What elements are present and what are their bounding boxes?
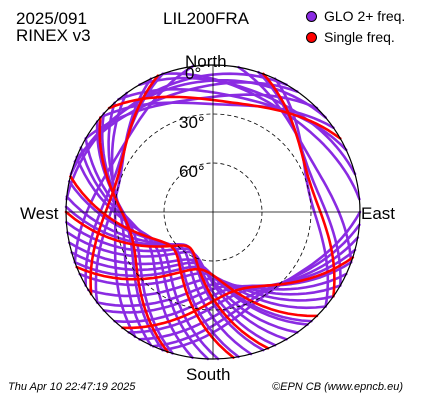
elevation-label-0: 0° (185, 64, 201, 83)
legend-marker-single (306, 32, 317, 43)
single-track-7 (64, 210, 270, 350)
direction-north-label: North (185, 52, 227, 71)
footer-credit: ©EPN CB (www.epncb.eu) (272, 381, 403, 393)
station-name: LIL200FRA (163, 9, 249, 28)
elevation-label-60: 60° (179, 162, 205, 181)
skyplot-grid (65, 64, 361, 360)
legend-label-glo: GLO 2+ freq. (324, 8, 406, 24)
single-track-1 (75, 265, 319, 318)
glo-track-26 (65, 72, 288, 201)
legend-label-single: Single freq. (324, 29, 395, 45)
glo-track-32 (73, 65, 194, 264)
glo-track-3 (95, 282, 342, 308)
elevation-ring-labels: 0° 30° 60° (179, 64, 205, 181)
direction-west-label: West (20, 204, 59, 223)
direction-east-label: East (361, 204, 396, 223)
rinex-version-label: RINEX v3 (16, 26, 91, 45)
single-track-2 (69, 175, 235, 359)
legend-item-single: Single freq. (298, 27, 420, 48)
glo-track-13 (84, 137, 194, 359)
direction-south-label: South (186, 365, 231, 384)
glo-track-33 (237, 65, 353, 264)
elevation-label-30: 30° (179, 113, 205, 132)
single-track-3 (98, 116, 169, 354)
date-label: 2025/091 (16, 9, 87, 28)
glo-track-19 (151, 223, 361, 348)
single-track-6 (89, 74, 160, 296)
satellite-tracks (64, 65, 362, 361)
single-track-4 (107, 95, 342, 140)
glo-track-25 (138, 76, 357, 176)
footer-timestamp: Thu Apr 10 22:47:19 2025 (8, 381, 136, 393)
single-track-5 (262, 72, 336, 298)
single-track-0 (121, 256, 355, 330)
glo-track-16 (101, 112, 164, 352)
glo-track-29 (273, 77, 330, 308)
legend: GLO 2+ freq. Single freq. (298, 6, 420, 48)
legend-marker-glo (306, 11, 317, 22)
legend-item-glo: GLO 2+ freq. (298, 6, 420, 27)
